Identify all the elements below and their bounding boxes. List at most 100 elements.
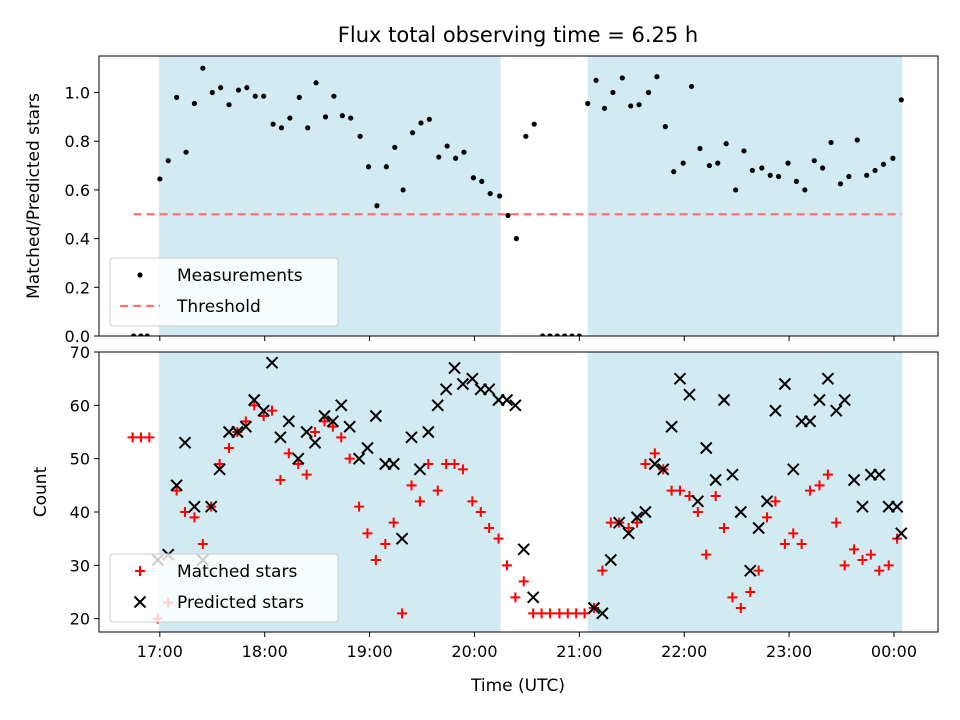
matched-stars-point <box>649 448 660 459</box>
legend-label: Matched stars <box>177 562 297 582</box>
measurement-point <box>585 100 591 107</box>
predicted-stars-point <box>422 425 435 439</box>
measurement-point <box>820 165 826 171</box>
predicted-stars-point <box>734 505 748 519</box>
matched-stars-point <box>623 523 634 533</box>
measurement-point <box>165 158 171 164</box>
matched-stars-point <box>597 565 608 576</box>
measurement-point <box>183 149 189 155</box>
predicted-stars-point <box>838 393 851 407</box>
matched-stars-point <box>336 432 347 443</box>
x-tick-label: 00:00 <box>871 642 917 661</box>
y-tick-label: 1.0 <box>65 84 90 103</box>
matched-stars-point <box>814 480 825 491</box>
matched-stars-point <box>753 565 764 576</box>
y-tick-label: 70 <box>70 343 90 362</box>
matched-stars-point <box>380 539 391 549</box>
matched-stars-point <box>267 405 278 416</box>
matched-stars-point <box>745 587 756 597</box>
matched-stars-point <box>640 459 651 469</box>
matched-stars-point <box>189 512 200 523</box>
matched-stars-point <box>197 539 208 549</box>
y-tick-label: 0.2 <box>65 278 90 297</box>
y-tick-label: 60 <box>70 396 90 415</box>
predicted-stars-point <box>673 372 687 385</box>
measurement-point <box>793 178 800 184</box>
predicted-stars-point <box>517 543 530 556</box>
predicted-stars-point <box>318 409 331 423</box>
matched-stars-point <box>831 517 842 528</box>
matched-stars-point <box>283 448 294 459</box>
predicted-stars-point <box>526 591 540 604</box>
measurement-point <box>864 172 870 178</box>
measurement-point <box>569 333 575 336</box>
measurement-point <box>513 236 520 242</box>
measurement-point <box>322 114 329 120</box>
measurement-point <box>426 116 432 122</box>
matched-stars-point <box>362 528 373 539</box>
predicted-stars-point <box>604 553 617 567</box>
matched-stars-point <box>457 464 468 475</box>
x-tick-label: 18:00 <box>242 642 288 661</box>
measurement-point <box>497 193 503 199</box>
matched-stars-point <box>275 475 286 485</box>
measurement-point <box>235 87 242 93</box>
panel-2: 20 30 40 50 60 70 17:00 18:00 19:00 20:00 21:00 22:… <box>31 343 939 661</box>
legend-label: Predicted stars <box>177 593 304 613</box>
measurement-point <box>287 115 293 121</box>
matched-stars-point <box>788 528 799 539</box>
predicted-stars-point <box>178 436 192 449</box>
measurement-point <box>374 203 380 209</box>
measurement-point <box>209 89 215 96</box>
measurement-point <box>619 75 625 81</box>
matched-stars-point <box>397 608 408 619</box>
matched-stars-point <box>562 608 573 619</box>
measurement-point <box>554 333 560 336</box>
axes-frame <box>98 55 939 337</box>
predicted-stars-point <box>709 473 722 487</box>
predicted-stars-point <box>778 377 792 391</box>
matched-stars-point <box>249 400 260 411</box>
measurement-point <box>523 133 529 139</box>
measurement-point <box>732 187 739 193</box>
predicted-stars-point <box>700 441 713 455</box>
predicted-stars-point <box>657 463 670 476</box>
measurement-point <box>278 125 285 131</box>
matched-stars-point <box>301 469 312 480</box>
x-tick-label: 20:00 <box>451 642 497 661</box>
predicted-stars-point <box>308 436 322 449</box>
measurement-point <box>662 124 668 130</box>
legend-marker <box>135 566 145 576</box>
measurement-point <box>339 113 345 119</box>
measurement-point <box>487 190 493 197</box>
predicted-stars-point <box>274 431 287 444</box>
y-tick-label: 0.0 <box>65 327 90 346</box>
predicted-stars-point <box>456 377 470 391</box>
measurement-point <box>610 89 616 96</box>
measurement-point <box>452 155 459 161</box>
measurement-point <box>138 333 144 336</box>
predicted-stars-point <box>890 500 904 513</box>
predicted-stars-point <box>482 383 496 396</box>
measurement-point <box>505 212 511 219</box>
matched-stars-point <box>762 512 773 523</box>
predicted-stars-point <box>803 415 817 428</box>
predicted-stars-point <box>205 500 218 513</box>
measurement-point <box>157 176 163 182</box>
measurement-point <box>890 155 896 161</box>
measurement-point <box>348 115 354 121</box>
measurement-point <box>680 160 686 166</box>
predicted-stars-point <box>691 495 705 508</box>
measurement-point <box>872 167 878 174</box>
measurement-point <box>252 93 258 99</box>
measurement-point <box>270 121 276 127</box>
legend-box <box>109 257 339 327</box>
measurement-point <box>654 74 660 80</box>
measurement-point <box>837 181 844 187</box>
y-tick-label: 50 <box>70 450 90 469</box>
matched-stars-point <box>701 549 712 560</box>
predicted-stars-point <box>717 393 731 407</box>
measurement-point <box>296 94 302 100</box>
matched-stars-point <box>849 544 860 555</box>
predicted-stars-point <box>639 505 652 519</box>
